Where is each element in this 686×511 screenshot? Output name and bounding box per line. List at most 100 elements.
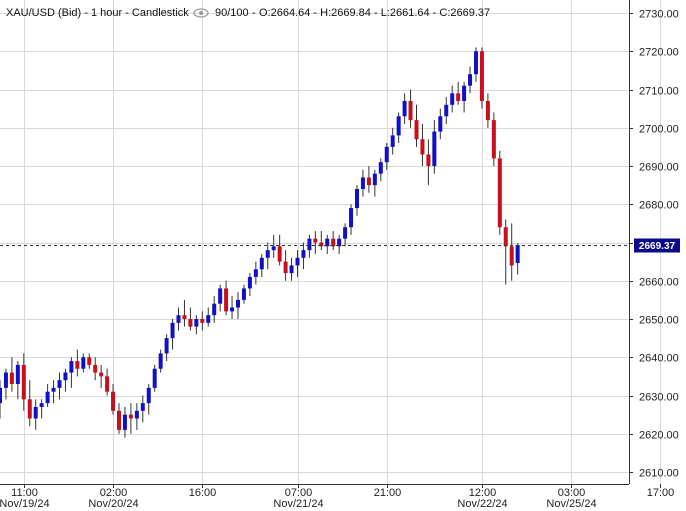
candle-up bbox=[438, 108, 443, 140]
candle-body bbox=[105, 376, 110, 392]
price-tick-label: 2710.00 bbox=[639, 86, 679, 98]
candle-up bbox=[15, 361, 20, 400]
candle-body bbox=[87, 357, 92, 365]
candle-up bbox=[218, 284, 223, 312]
candle-body bbox=[337, 238, 342, 247]
candle-up bbox=[33, 399, 38, 430]
time-tick-label: 16:00 bbox=[189, 487, 217, 499]
candle-body bbox=[176, 315, 181, 323]
price-badge-box bbox=[634, 238, 680, 253]
candle-down bbox=[277, 234, 282, 266]
candle-body bbox=[146, 387, 151, 404]
candle-body bbox=[491, 120, 496, 159]
candle-down bbox=[497, 150, 502, 235]
candle-down bbox=[224, 280, 229, 316]
candle-up bbox=[343, 223, 348, 247]
candle-body bbox=[236, 299, 240, 308]
candle-down bbox=[105, 368, 110, 396]
candle-up bbox=[164, 334, 169, 362]
eye-icon[interactable] bbox=[193, 8, 209, 18]
candle-body bbox=[63, 372, 68, 381]
candle-down bbox=[99, 364, 104, 388]
candle-body bbox=[15, 364, 20, 385]
price-tick-label: 2650.00 bbox=[639, 315, 679, 327]
candle-body bbox=[319, 242, 324, 247]
candle-down bbox=[9, 357, 14, 392]
candle-down bbox=[117, 403, 121, 434]
candle-up bbox=[170, 319, 175, 350]
candle-up bbox=[396, 112, 401, 144]
date-tick-label: Nov/20/24 bbox=[88, 498, 138, 510]
price-tick-label: 2660.00 bbox=[639, 277, 679, 289]
candle-body bbox=[259, 257, 264, 270]
candle-body bbox=[75, 361, 80, 369]
candle-down bbox=[479, 47, 484, 109]
candle-up bbox=[515, 243, 520, 275]
candle-down bbox=[200, 311, 205, 331]
candle-body bbox=[426, 154, 431, 166]
candle-body bbox=[438, 116, 443, 132]
candle-down bbox=[485, 93, 490, 128]
candle-up bbox=[450, 85, 455, 113]
candle-body bbox=[283, 261, 288, 274]
time-tick-label: 07:00 bbox=[285, 487, 313, 499]
candle-body bbox=[331, 238, 336, 247]
candle-up bbox=[206, 307, 211, 327]
candle-up bbox=[325, 234, 330, 254]
candle-body bbox=[218, 288, 223, 304]
candle-up bbox=[230, 296, 235, 319]
date-tick-label: Nov/22/24 bbox=[457, 498, 507, 510]
candle-body bbox=[325, 238, 330, 247]
candle-down bbox=[87, 353, 92, 369]
candle-up bbox=[349, 204, 354, 235]
candle-up bbox=[69, 357, 74, 388]
candle-body bbox=[360, 177, 365, 189]
candle-body bbox=[462, 85, 467, 101]
candle-down bbox=[93, 357, 98, 381]
candle-up bbox=[378, 158, 383, 182]
ohlc-readout: O:2664.64 - H:2669.84 - L:2661.64 - C:26… bbox=[259, 7, 490, 19]
candle-up bbox=[247, 273, 252, 297]
candle-body bbox=[45, 391, 50, 404]
candle-body bbox=[158, 353, 163, 369]
candle-up bbox=[146, 384, 151, 415]
candle-body bbox=[378, 162, 383, 174]
candle-body bbox=[355, 188, 359, 209]
candle-up bbox=[122, 406, 127, 438]
candle-body bbox=[170, 322, 175, 339]
candle-down bbox=[426, 139, 431, 186]
price-tick-label: 2720.00 bbox=[639, 47, 679, 59]
candle-body bbox=[450, 93, 455, 105]
candle-up bbox=[158, 349, 163, 373]
candle-down bbox=[128, 403, 133, 434]
price-badge-label: 2669.37 bbox=[639, 241, 676, 252]
candle-up bbox=[51, 380, 56, 404]
time-tick-label: 11:00 bbox=[11, 487, 38, 499]
candle-up bbox=[432, 120, 437, 174]
candle-up bbox=[384, 143, 389, 170]
candle-body bbox=[27, 399, 32, 419]
candle-body bbox=[188, 319, 193, 327]
candle-up bbox=[0, 380, 2, 419]
candle-down bbox=[491, 112, 496, 166]
current-price-badge: 2669.37 bbox=[634, 238, 680, 253]
candle-body bbox=[444, 104, 449, 117]
candle-body bbox=[468, 74, 473, 86]
candle-up bbox=[402, 93, 407, 124]
candle-up bbox=[271, 234, 276, 258]
candle-body bbox=[289, 265, 294, 274]
candle-body bbox=[485, 100, 490, 121]
candle-body bbox=[301, 250, 306, 258]
candle-body bbox=[366, 177, 371, 186]
candle-body bbox=[408, 100, 413, 121]
candle-up bbox=[152, 364, 157, 392]
grid bbox=[0, 0, 661, 484]
candle-down bbox=[456, 81, 461, 105]
date-tick-label: Nov/25/24 bbox=[546, 498, 596, 510]
candle-down bbox=[509, 223, 514, 281]
candle-down bbox=[188, 307, 193, 331]
candle-body bbox=[69, 361, 74, 373]
candle-body bbox=[515, 244, 520, 264]
candle-body bbox=[117, 410, 121, 430]
